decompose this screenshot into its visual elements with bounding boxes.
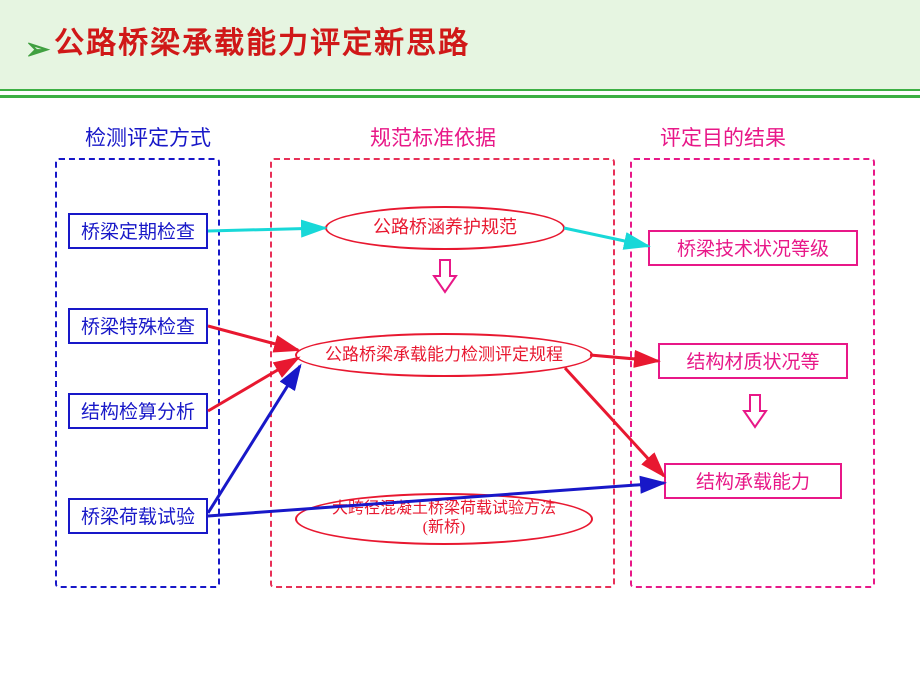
left-node-1-label: 桥梁特殊检查 <box>81 312 195 339</box>
mid-node-0: 公路桥涵养护规范 <box>325 206 565 250</box>
right-node-2: 结构承载能力 <box>664 463 842 499</box>
mid-node-2-line1: 大跨径混凝土桥梁荷载试验方法 <box>332 500 556 518</box>
right-node-0-label: 桥梁技术状况等级 <box>677 234 829 261</box>
mid-node-2: 大跨径混凝土桥梁荷载试验方法 (新桥) <box>295 493 593 545</box>
left-node-3-label: 桥梁荷载试验 <box>81 502 195 529</box>
mid-node-2-line2: (新桥) <box>423 519 466 537</box>
left-node-0-label: 桥梁定期检查 <box>81 217 195 244</box>
left-node-2-label: 结构检算分析 <box>81 397 195 424</box>
page-title: 公路桥梁承载能力评定新思路 <box>54 27 470 60</box>
mid-node-1: 公路桥梁承载能力检测评定规程 <box>295 333 593 377</box>
right-node-0: 桥梁技术状况等级 <box>648 230 858 266</box>
mid-node-0-label: 公路桥涵养护规范 <box>373 217 517 238</box>
down-arrow-mid <box>432 258 458 294</box>
right-node-1: 结构材质状况等 <box>658 343 848 379</box>
mid-node-1-label: 公路桥梁承载能力检测评定规程 <box>325 345 563 365</box>
right-node-2-label: 结构承载能力 <box>696 467 810 494</box>
section-label-right: 评定目的结果 <box>660 122 786 152</box>
left-node-2: 结构检算分析 <box>68 393 208 429</box>
title-bar: ➢ 公路桥梁承载能力评定新思路 <box>0 0 920 91</box>
section-label-left: 检测评定方式 <box>85 122 211 152</box>
section-label-mid: 规范标准依据 <box>370 122 496 152</box>
title-underline <box>0 95 920 98</box>
title-bullet-icon: ➢ <box>25 33 50 66</box>
down-arrow-right <box>742 393 768 429</box>
left-node-3: 桥梁荷载试验 <box>68 498 208 534</box>
left-node-0: 桥梁定期检查 <box>68 213 208 249</box>
right-node-1-label: 结构材质状况等 <box>686 347 819 374</box>
left-node-1: 桥梁特殊检查 <box>68 308 208 344</box>
diagram: 检测评定方式 规范标准依据 评定目的结果 桥梁定期检查 桥梁特殊检查 结构检算分… <box>0 118 920 658</box>
